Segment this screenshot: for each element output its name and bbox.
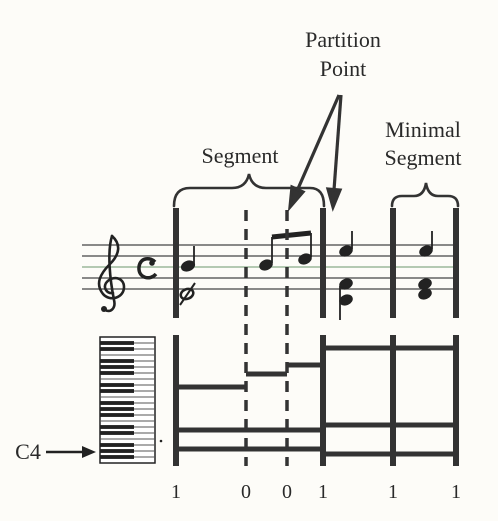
- treble-clef-icon: [97, 234, 126, 313]
- segment-label: Segment: [201, 143, 279, 168]
- black-key: [100, 407, 134, 411]
- black-key: [100, 371, 134, 375]
- c4-label: C4: [15, 439, 41, 464]
- black-key: [100, 359, 134, 363]
- black-key: [100, 455, 134, 459]
- black-key: [100, 389, 134, 393]
- half-note-head: [179, 287, 195, 301]
- segment-brace: [172, 173, 326, 208]
- piano-roll: [176, 345, 456, 457]
- boundary-value: 1: [451, 481, 461, 503]
- black-key: [100, 443, 134, 447]
- piano-keyboard: [99, 336, 163, 464]
- partition-point-label: Partition Point: [280, 28, 406, 81]
- c4-marker-dot: [159, 439, 163, 443]
- common-time-icon: [137, 257, 158, 280]
- black-key: [100, 341, 134, 345]
- note-beam: [271, 230, 312, 240]
- note-head: [418, 288, 432, 300]
- black-key: [100, 413, 134, 417]
- black-key: [100, 383, 134, 387]
- boundary-value: 0: [282, 481, 292, 503]
- notes: [179, 230, 433, 320]
- black-key: [100, 365, 134, 369]
- partition-point-arrows: [287, 94, 343, 212]
- boundary-value: 1: [318, 481, 328, 503]
- minimal-segment-label-line2: Segment: [384, 145, 462, 170]
- black-key: [100, 449, 134, 453]
- black-key: [100, 401, 134, 405]
- boundary-value: 1: [388, 481, 398, 503]
- black-key: [100, 431, 134, 435]
- black-key: [100, 425, 134, 429]
- partition-point-label-line2: Point: [319, 56, 367, 81]
- minimal-segment-label-line1: Minimal: [385, 117, 461, 142]
- black-key: [100, 347, 134, 351]
- minimal-segment-label: Minimal Segment: [363, 118, 483, 170]
- partition-point-label-line1: Partition: [305, 27, 381, 52]
- minimal-segment-brace: [390, 182, 460, 208]
- segment-boundaries: [173, 208, 459, 466]
- boundary-value: 0: [241, 481, 251, 503]
- note-stem: [179, 282, 196, 306]
- boundary-value: 1: [171, 481, 181, 503]
- c4-arrow: [46, 446, 96, 458]
